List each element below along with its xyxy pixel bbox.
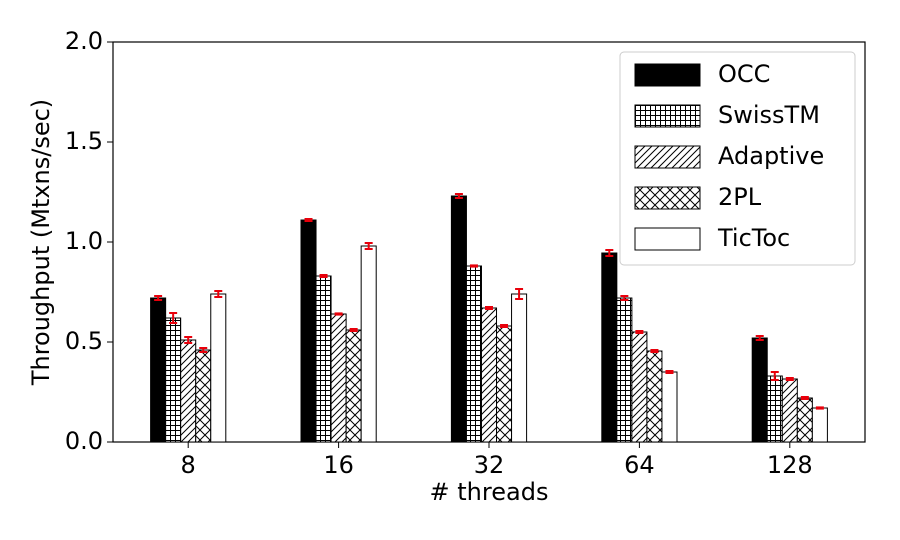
error-bar [635, 330, 644, 334]
bar [766, 375, 783, 443]
legend-swatch [634, 227, 701, 251]
y-tick-label: 0.5 [65, 327, 103, 355]
legend-swatch [634, 186, 701, 210]
bar [751, 337, 768, 443]
x-tick-label: 8 [181, 451, 196, 479]
legend-label: OCC [718, 60, 770, 88]
error-bar [349, 328, 358, 332]
error-bar [755, 335, 764, 341]
error-bar [485, 306, 493, 310]
error-bar [169, 312, 178, 324]
error-bar [620, 295, 629, 301]
bar [631, 331, 648, 443]
error-bar [154, 295, 163, 301]
y-tick-label: 2.0 [65, 27, 103, 55]
x-tick-label: 64 [624, 451, 655, 479]
bar [330, 313, 347, 443]
x-tick-label: 32 [474, 451, 505, 479]
legend-label: SwissTM [718, 101, 820, 129]
bar [150, 297, 167, 443]
legend-swatch [634, 145, 701, 169]
legend-label: Adaptive [718, 142, 824, 170]
bar [796, 397, 813, 443]
error-bar [815, 406, 824, 410]
error-bar [650, 349, 659, 353]
x-tick-label: 128 [767, 451, 813, 479]
bar [450, 195, 467, 443]
bar [496, 325, 513, 443]
bar [195, 349, 212, 443]
bar [616, 297, 633, 443]
bar [345, 329, 362, 443]
error-bar [665, 370, 674, 374]
bar [646, 350, 663, 443]
error-bar [184, 336, 193, 344]
legend-label: 2PL [718, 183, 762, 211]
error-bar [800, 396, 809, 400]
y-tick-label: 1.0 [65, 227, 103, 255]
legend-swatch [634, 104, 701, 128]
error-bar [334, 312, 343, 316]
bar [180, 339, 197, 443]
error-bar [454, 193, 463, 199]
y-tick-label: 1.5 [65, 127, 103, 155]
bar [811, 407, 828, 443]
bar [601, 252, 618, 443]
bar [360, 245, 377, 443]
bar [300, 219, 317, 443]
error-bar [319, 274, 328, 278]
legend-swatch [634, 63, 701, 87]
y-axis-label: Throughput (Mtxns/sec) [27, 99, 55, 386]
error-bar [500, 324, 509, 328]
x-tick-label: 16 [323, 451, 354, 479]
error-bar [214, 290, 223, 298]
bar [480, 307, 498, 443]
bar [210, 293, 227, 443]
error-bar [785, 377, 794, 381]
error-bar [199, 347, 208, 353]
y-tick-label: 0.0 [65, 427, 103, 455]
bar [165, 317, 182, 443]
bar [465, 265, 482, 443]
bar [511, 293, 528, 443]
error-bar [364, 242, 373, 250]
error-bar [469, 264, 478, 268]
error-bar [770, 371, 779, 381]
bar [781, 378, 798, 443]
bar [661, 371, 678, 443]
error-bar [515, 288, 524, 300]
error-bar [605, 249, 614, 257]
error-bar [304, 218, 313, 222]
x-axis-label: # threads [430, 478, 549, 506]
bar [315, 275, 332, 443]
legend-label: TicToc [717, 224, 790, 252]
